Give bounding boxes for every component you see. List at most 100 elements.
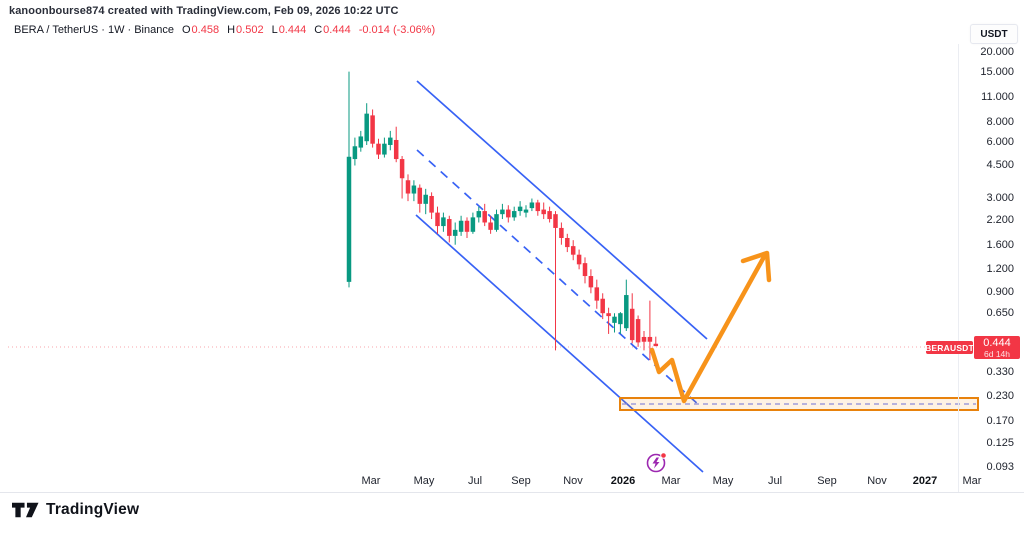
- candle: [653, 336, 659, 347]
- last-price-value: 0.444: [983, 337, 1011, 349]
- price-tick: 0.230: [986, 390, 1014, 402]
- candle: [482, 203, 487, 227]
- candle: [500, 203, 505, 220]
- candle: [588, 269, 594, 294]
- candle: [352, 137, 358, 166]
- tradingview-logo-text: TradingView: [46, 501, 140, 518]
- trend-arrow-path[interactable]: [649, 252, 768, 404]
- time-tick: Jul: [467, 475, 483, 487]
- price-tick: 0.170: [986, 415, 1014, 427]
- candle: [488, 215, 493, 234]
- price-tick: 0.650: [986, 307, 1014, 319]
- watermark-text: kanoonbourse874 created with TradingView…: [9, 5, 399, 17]
- price-axis-separator: [958, 44, 959, 492]
- candle: [399, 156, 405, 199]
- time-tick: Mar: [361, 475, 381, 487]
- price-tick: 11.000: [981, 91, 1014, 103]
- candle: [618, 312, 623, 334]
- candle: [594, 279, 600, 309]
- event-notification-dot: [660, 452, 667, 459]
- time-tick: Jul: [767, 475, 783, 487]
- channel-lower-line[interactable]: [415, 214, 704, 473]
- candle: [393, 126, 399, 163]
- candle: [405, 174, 411, 202]
- time-tick: Mar: [661, 475, 681, 487]
- last-price-label: 0.444 6d 14h: [974, 336, 1020, 359]
- ohlc-low: L 0.444: [271, 24, 307, 36]
- ohlc-close: C 0.444: [314, 24, 351, 36]
- currency-unit-badge[interactable]: USDT: [970, 24, 1018, 44]
- candle: [624, 279, 629, 332]
- candle: [346, 71, 352, 288]
- price-tick: 0.093: [986, 461, 1014, 473]
- candle: [506, 205, 511, 223]
- candle: [511, 206, 517, 221]
- candle: [441, 212, 446, 232]
- candle: [388, 130, 393, 151]
- candle: [523, 205, 529, 218]
- symbol-header: BERA / TetherUS · 1W · Binance O 0.458 H…: [14, 24, 435, 36]
- candle: [606, 307, 611, 334]
- lightning-bolt-glyph: [652, 457, 660, 469]
- candle: [423, 188, 428, 215]
- time-axis-separator: [0, 492, 1024, 493]
- candle: [382, 137, 387, 158]
- candle: [541, 202, 546, 220]
- price-tick: 1.200: [986, 263, 1014, 275]
- price-tick: 0.125: [986, 437, 1014, 449]
- candle: [582, 257, 588, 284]
- ohlc-open: O 0.458: [181, 24, 220, 36]
- price-tick: 3.000: [986, 192, 1014, 204]
- price-tick: 4.500: [986, 159, 1014, 171]
- channel-upper-line[interactable]: [416, 80, 708, 340]
- candle: [429, 192, 434, 220]
- candle: [470, 212, 476, 234]
- candle: [529, 198, 535, 212]
- candle: [417, 184, 423, 213]
- candle: [547, 206, 552, 223]
- candle: [641, 331, 647, 351]
- time-tick: 2027: [912, 475, 938, 487]
- candle: [476, 206, 482, 223]
- candle: [559, 222, 564, 245]
- candle: [600, 293, 605, 320]
- candle: [629, 293, 635, 344]
- price-tick: 6.000: [986, 136, 1014, 148]
- time-tick: Nov: [867, 475, 887, 487]
- bar-countdown: 6d 14h: [984, 349, 1010, 359]
- candle: [452, 222, 458, 245]
- candle: [364, 103, 369, 145]
- candle: [535, 199, 541, 216]
- price-tick: 8.000: [986, 116, 1014, 128]
- time-tick: Sep: [511, 475, 531, 487]
- candle: [435, 206, 440, 234]
- ohlc-high: H 0.502: [227, 24, 264, 36]
- price-tick: 0.330: [986, 366, 1014, 378]
- candle: [565, 233, 570, 253]
- symbol-price-tag: BERAUSDT: [925, 341, 974, 354]
- price-axis[interactable]: 20.000 15.000 11.000 8.000 6.000 4.500 3.000 2.…: [958, 40, 1024, 492]
- time-axis[interactable]: Mar May Jul Sep Nov 2026 Mar May Jul Sep Nov 2027 Ma…: [0, 472, 1024, 492]
- candle: [517, 201, 523, 216]
- tradingview-logo[interactable]: TradingView: [12, 501, 139, 519]
- candle: [370, 109, 375, 148]
- candle: [376, 138, 381, 160]
- time-tick: Sep: [817, 475, 837, 487]
- candle: [553, 211, 558, 351]
- candle: [612, 313, 617, 333]
- trend-arrow-head: [740, 250, 772, 283]
- candle: [576, 249, 582, 270]
- time-tick: May: [712, 475, 734, 487]
- symbol-title[interactable]: BERA / TetherUS · 1W · Binance: [14, 24, 174, 36]
- candle: [458, 215, 464, 236]
- price-tick: 20.000: [980, 46, 1014, 58]
- price-change: -0.014 (-3.06%): [358, 24, 436, 36]
- candle: [464, 217, 470, 238]
- time-tick: 2026: [610, 475, 636, 487]
- tradingview-logo-icon: [12, 502, 39, 517]
- price-tick: 1.600: [986, 239, 1014, 251]
- price-tick: 2.200: [986, 214, 1014, 226]
- candle: [358, 130, 364, 152]
- support-zone[interactable]: [619, 397, 979, 411]
